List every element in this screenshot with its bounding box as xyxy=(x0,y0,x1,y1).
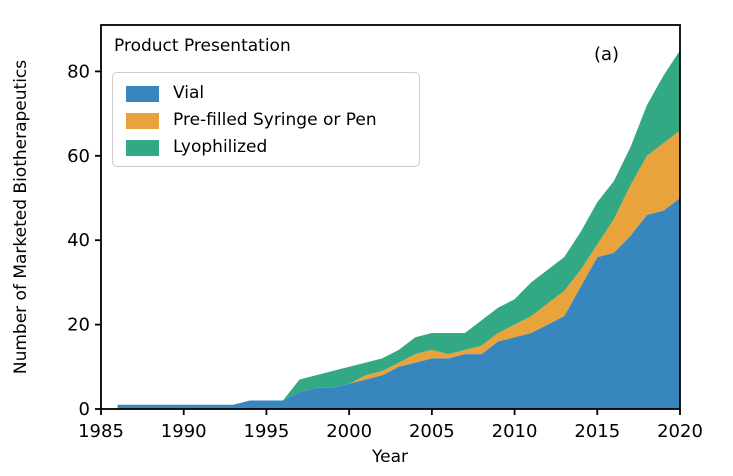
x-axis-label: Year xyxy=(372,447,408,467)
x-tick-label: 2000 xyxy=(326,421,372,442)
x-tick-label: 2020 xyxy=(657,421,703,442)
legend-item-lyophilized: Lyophilized xyxy=(126,134,419,161)
prefilled-syringe-swatch-icon xyxy=(126,112,159,129)
x-tick-label: 1990 xyxy=(161,421,207,442)
legend-item-vial: Vial xyxy=(126,80,419,107)
y-tick-label: 0 xyxy=(79,399,90,420)
lyophilized-swatch-icon xyxy=(126,139,159,156)
panel-label: (a) xyxy=(594,44,620,65)
legend-item-label: Lyophilized xyxy=(173,137,268,157)
y-axis-label: Number of Marketed Biotherapeutics xyxy=(11,59,31,375)
area-vial xyxy=(117,198,681,409)
y-tick-label: 80 xyxy=(67,61,90,82)
legend-item-label: Vial xyxy=(173,83,205,103)
x-tick-label: 1995 xyxy=(244,421,290,442)
x-tick-label: 2015 xyxy=(574,421,620,442)
y-tick-label: 40 xyxy=(67,230,90,251)
plot-frame xyxy=(100,24,681,410)
x-tick-label: 1985 xyxy=(78,421,124,442)
legend: Vial Pre-filled Syringe or Pen Lyophiliz… xyxy=(112,72,420,167)
legend-item-prefilled-syringe-or-pen: Pre-filled Syringe or Pen xyxy=(126,107,419,134)
legend-item-label: Pre-filled Syringe or Pen xyxy=(173,110,377,130)
y-tick-label: 60 xyxy=(67,146,90,167)
legend-title: Product Presentation xyxy=(114,36,291,56)
y-tick-label: 20 xyxy=(67,315,90,336)
x-tick-label: 2005 xyxy=(409,421,455,442)
x-tick-label: 2010 xyxy=(492,421,538,442)
vial-swatch-icon xyxy=(126,85,159,102)
